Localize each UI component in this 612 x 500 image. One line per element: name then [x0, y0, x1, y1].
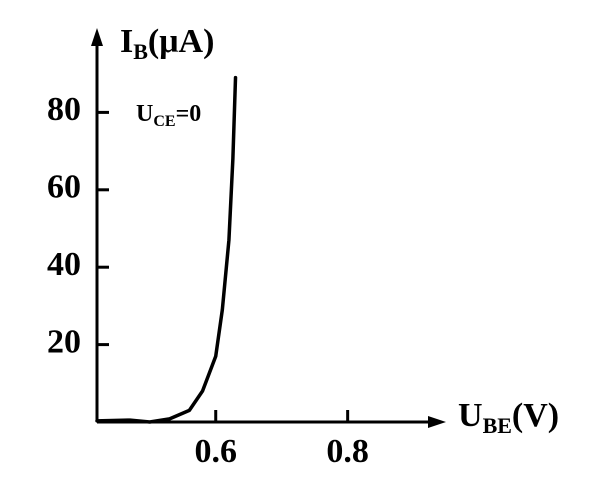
- x-axis-title: UBE(V): [458, 397, 559, 438]
- y-title-main: I: [120, 23, 133, 60]
- annotation-sub: CE: [153, 113, 175, 130]
- x-tick-label: 0.8: [326, 433, 369, 470]
- annotation-main: U: [136, 101, 153, 127]
- annotation-rest: =0: [176, 101, 202, 127]
- y-title-unit: (μA): [148, 23, 214, 60]
- x-title-main: U: [458, 397, 483, 434]
- x-title-sub: BE: [483, 413, 512, 438]
- y-tick-label: 60: [47, 169, 81, 206]
- y-tick-label: 20: [47, 323, 81, 360]
- curve: [95, 75, 238, 424]
- y-tick-label: 80: [47, 91, 81, 128]
- x-title-unit: (V): [512, 397, 559, 434]
- y-axis-title: IB(μA): [120, 23, 214, 64]
- x-tick-label: 0.6: [194, 433, 237, 470]
- y-title-sub: B: [133, 39, 148, 64]
- y-tick-label: 40: [47, 246, 81, 283]
- y-axis-arrow: [91, 28, 103, 46]
- x-axis-arrow: [428, 416, 446, 428]
- annotation: UCE=0: [136, 101, 201, 130]
